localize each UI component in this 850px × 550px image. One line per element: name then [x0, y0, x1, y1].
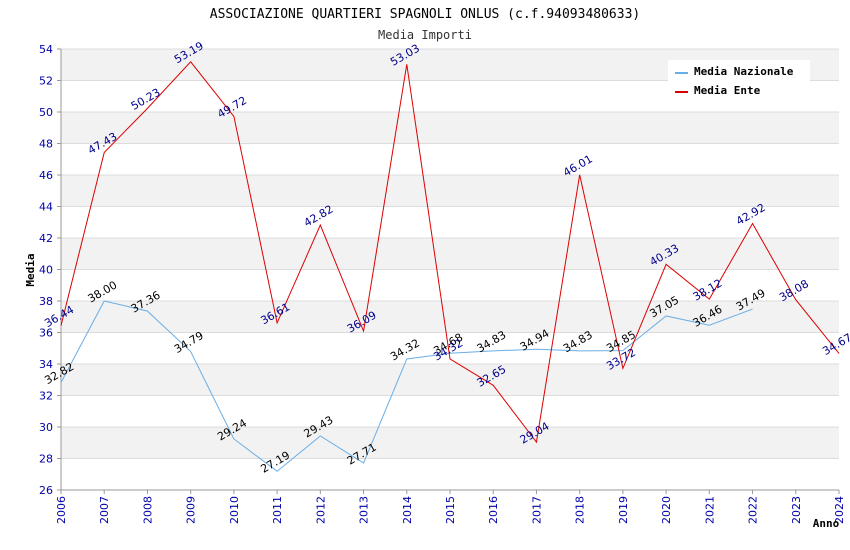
- y-tick-label: 38: [39, 295, 53, 308]
- grid-band: [61, 238, 839, 270]
- grid-band: [61, 112, 839, 144]
- x-tick-label: 2010: [228, 496, 241, 524]
- series-line-ente: [60, 60, 840, 444]
- x-tick-label: 2020: [660, 496, 673, 524]
- grid-band: [61, 364, 839, 396]
- y-tick-label: 28: [39, 453, 53, 466]
- x-axis-label: Anno: [813, 517, 840, 530]
- grid-band: [61, 269, 839, 301]
- x-tick-label: 2012: [314, 496, 327, 524]
- x-tick-label: 2016: [487, 496, 500, 524]
- y-axis-label: Media: [24, 253, 37, 286]
- grid-band: [61, 206, 839, 238]
- y-tick-label: 36: [39, 327, 53, 340]
- y-tick-label: 50: [39, 106, 53, 119]
- grid-band: [61, 395, 839, 427]
- x-tick-label: 2006: [55, 496, 68, 524]
- grid-band: [61, 143, 839, 175]
- y-tick-label: 54: [39, 43, 53, 56]
- legend-label-nazionale: Media Nazionale: [694, 65, 794, 78]
- y-tick-label: 48: [39, 138, 53, 151]
- x-tick-label: 2023: [790, 496, 803, 524]
- legend: Media Nazionale Media Ente: [668, 60, 810, 102]
- legend-label-ente: Media Ente: [694, 84, 761, 97]
- x-tick-label: 2014: [401, 496, 414, 524]
- y-tick-label: 40: [39, 264, 53, 277]
- grid-band: [61, 458, 839, 490]
- series-line-nazionale: [60, 300, 753, 472]
- x-tick-label: 2011: [271, 496, 284, 524]
- x-tick-label: 2017: [530, 496, 543, 524]
- grid-band: [61, 301, 839, 333]
- y-tick-label: 26: [39, 484, 53, 497]
- y-tick-label: 46: [39, 169, 53, 182]
- y-tick-label: 30: [39, 421, 53, 434]
- y-tick-label: 34: [39, 358, 53, 371]
- y-axis-ticks: 26 28 30 32 34 36 38 40 42 44 46 48 50 52 54: [39, 43, 61, 497]
- x-axis-ticks: 2006 2007 2008 2009 2010 2011 2012 2013 2014 2015…: [55, 490, 846, 524]
- y-tick-label: 44: [39, 201, 53, 214]
- y-tick-label: 52: [39, 75, 53, 88]
- x-tick-label: 2019: [617, 496, 630, 524]
- x-tick-label: 2008: [141, 496, 154, 524]
- x-tick-label: 2015: [444, 496, 457, 524]
- series-lines: [60, 60, 840, 472]
- grid-band: [61, 175, 839, 207]
- chart-subtitle: Media Importi: [378, 28, 472, 42]
- x-tick-label: 2009: [185, 496, 198, 524]
- legend-box: [668, 60, 810, 102]
- x-tick-label: 2024: [833, 496, 846, 524]
- chart-title: ASSOCIAZIONE QUARTIERI SPAGNOLI ONLUS (c…: [210, 7, 640, 22]
- gridlines: [61, 48, 839, 491]
- x-tick-label: 2013: [358, 496, 371, 524]
- x-tick-label: 2022: [747, 496, 760, 524]
- x-tick-label: 2018: [574, 496, 587, 524]
- grid-band: [61, 427, 839, 459]
- y-tick-label: 32: [39, 390, 53, 403]
- y-tick-label: 42: [39, 232, 53, 245]
- x-tick-label: 2007: [98, 496, 111, 524]
- x-tick-label: 2021: [703, 496, 716, 524]
